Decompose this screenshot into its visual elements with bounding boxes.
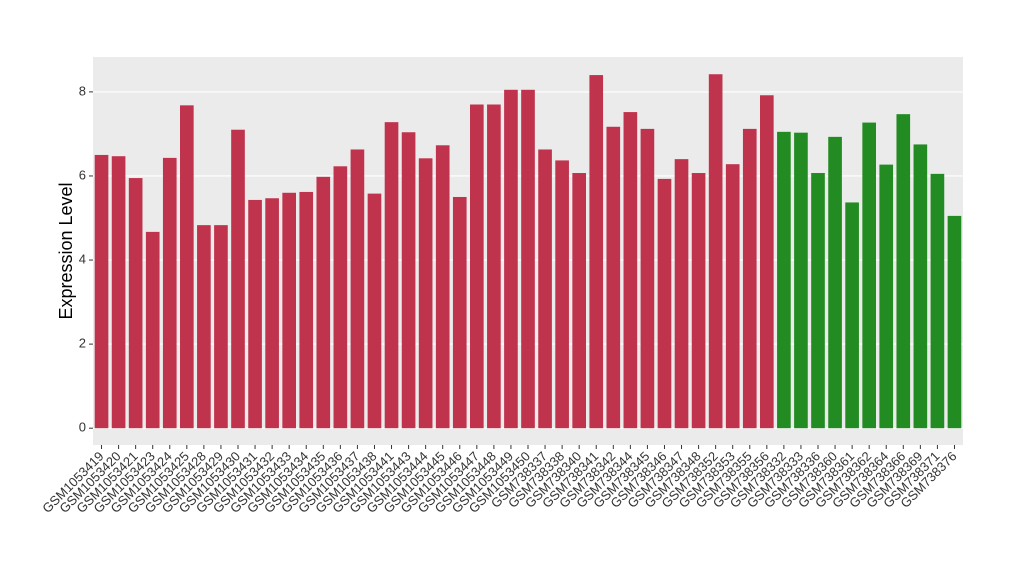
- bar: [708, 74, 723, 429]
- bar: [418, 158, 433, 429]
- bar: [350, 149, 365, 429]
- bar: [811, 173, 825, 429]
- bar: [572, 173, 586, 429]
- bar: [470, 104, 484, 429]
- bar: [299, 191, 314, 429]
- y-tick-label: 4: [79, 251, 86, 266]
- bar: [367, 193, 382, 429]
- bar: [896, 114, 911, 429]
- bar: [248, 199, 262, 429]
- bar: [333, 166, 348, 429]
- bar: [384, 122, 399, 429]
- y-tick-label: 8: [79, 83, 86, 98]
- bar: [180, 105, 194, 429]
- bar: [452, 196, 467, 429]
- bar: [145, 231, 160, 429]
- bar: [316, 176, 331, 429]
- bar: [128, 178, 143, 429]
- bar: [555, 160, 569, 429]
- bar: [691, 173, 706, 429]
- bar: [760, 95, 774, 429]
- bar: [794, 132, 808, 429]
- bar: [777, 131, 791, 429]
- bar: [111, 156, 126, 429]
- y-tick-label: 0: [79, 420, 86, 435]
- bar: [265, 198, 279, 429]
- bar: [401, 132, 416, 429]
- bar: [94, 154, 109, 429]
- y-tick-label: 2: [79, 336, 86, 351]
- bar: [879, 164, 894, 429]
- bar: [862, 122, 876, 429]
- bar: [435, 145, 450, 429]
- bar: [282, 192, 296, 429]
- y-axis-title: Expression Level: [56, 182, 76, 319]
- bar: [640, 128, 655, 429]
- bar: [162, 157, 177, 429]
- y-tick-label: 6: [79, 167, 86, 182]
- bar: [828, 136, 842, 429]
- bar: [845, 202, 859, 429]
- bar: [504, 89, 518, 429]
- bar: [606, 126, 621, 429]
- bar: [521, 89, 535, 429]
- bar: [913, 144, 928, 429]
- bar: [657, 178, 672, 429]
- bar: [742, 128, 757, 429]
- bar: [725, 164, 740, 429]
- bar: [231, 129, 245, 429]
- bar: [623, 112, 638, 429]
- bar: [197, 225, 211, 429]
- bar: [214, 225, 228, 429]
- bar: [487, 104, 501, 429]
- bar: [538, 149, 552, 429]
- bar: [589, 75, 604, 429]
- bar: [930, 173, 945, 429]
- bar: [674, 159, 689, 429]
- bar: [947, 215, 962, 429]
